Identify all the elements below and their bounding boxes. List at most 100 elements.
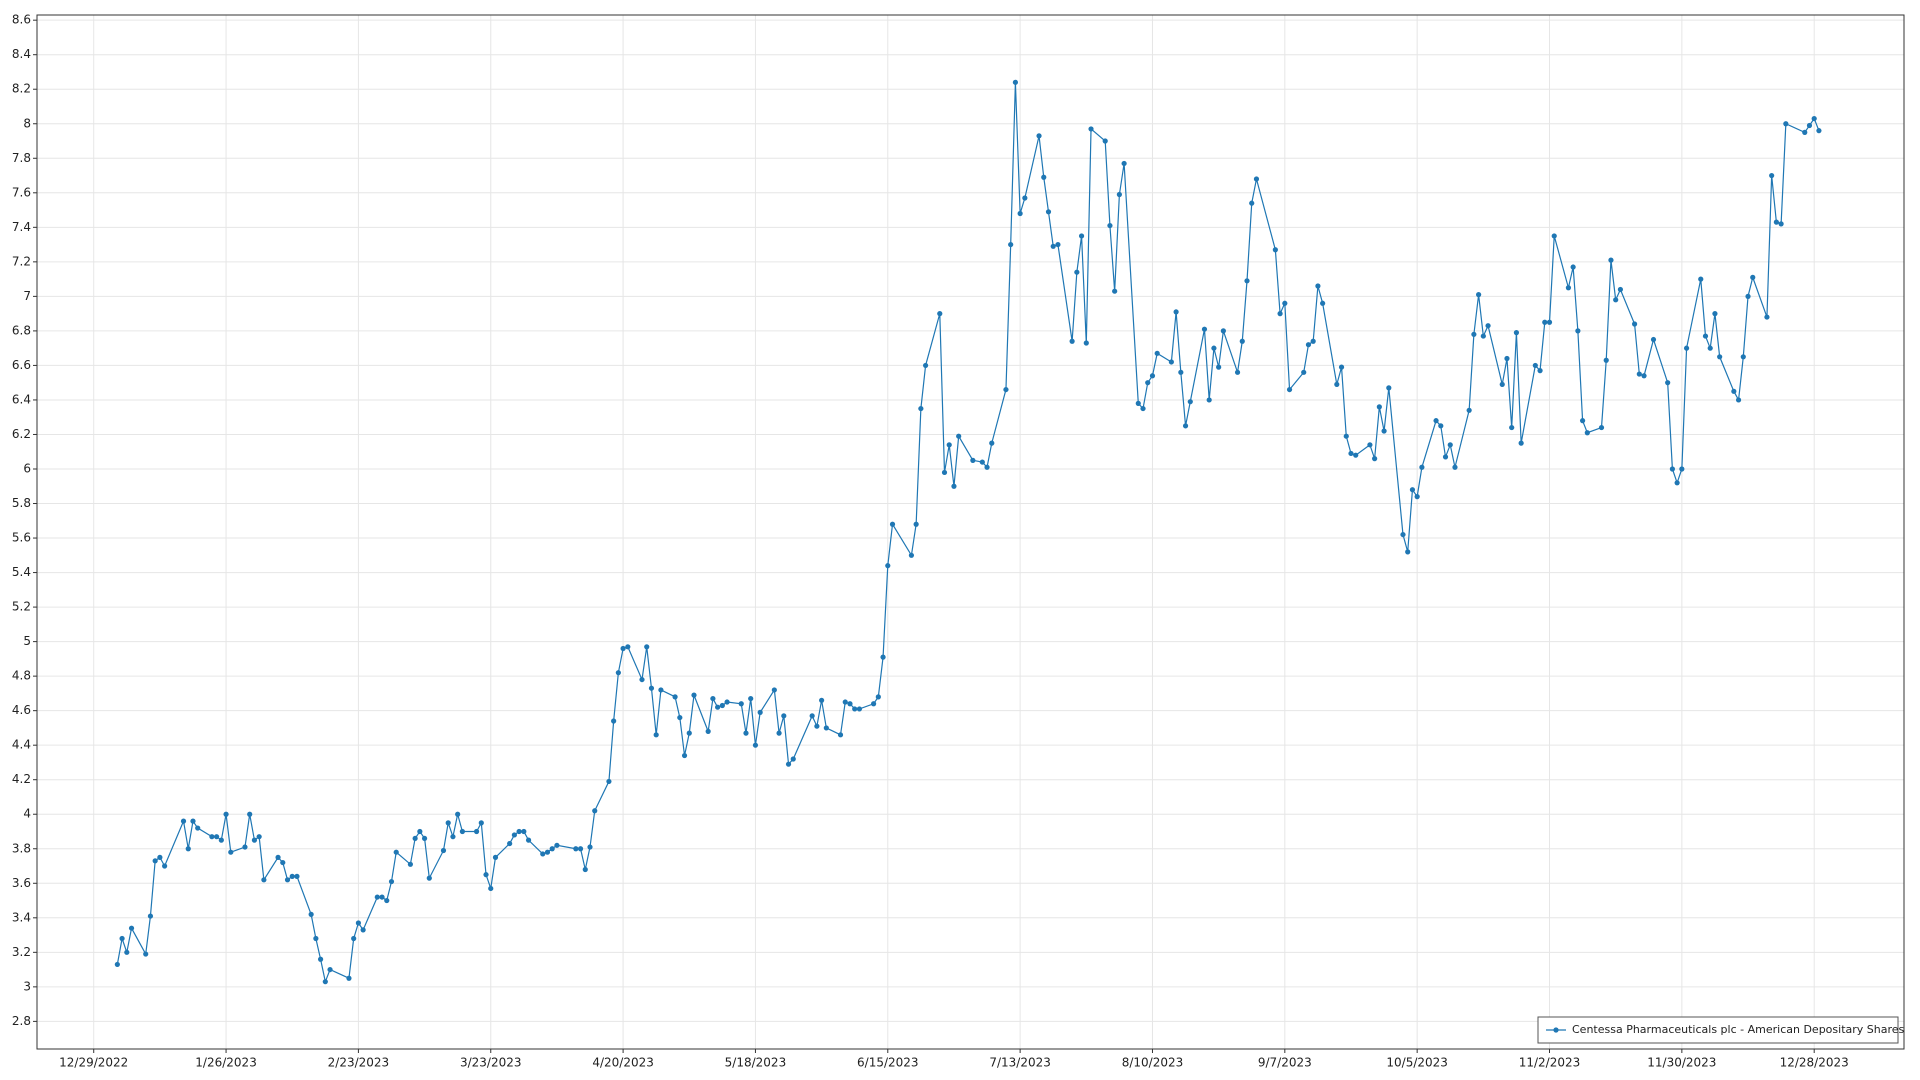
data-point xyxy=(785,761,792,767)
y-tick-label: 4.2 xyxy=(12,772,31,786)
y-tick-label: 3.8 xyxy=(12,841,31,855)
data-point xyxy=(946,442,952,448)
data-point xyxy=(483,872,489,878)
data-point xyxy=(1806,122,1813,129)
data-point xyxy=(1173,309,1179,315)
data-point xyxy=(190,818,196,824)
data-point xyxy=(677,714,683,721)
data-point xyxy=(379,894,385,900)
data-point xyxy=(1405,549,1411,555)
data-point xyxy=(577,846,584,852)
data-point xyxy=(209,834,215,840)
data-point xyxy=(681,752,688,759)
data-point xyxy=(1008,241,1014,248)
data-point xyxy=(1702,333,1709,339)
data-point xyxy=(842,699,848,705)
data-point xyxy=(875,694,881,700)
data-point xyxy=(1102,138,1108,144)
data-point xyxy=(1272,247,1278,253)
x-tick-label: 3/23/2023 xyxy=(460,1056,522,1070)
x-tick-label: 1/26/2023 xyxy=(195,1056,257,1070)
data-point xyxy=(743,730,749,736)
data-point xyxy=(1504,355,1510,362)
data-point xyxy=(1041,174,1047,180)
data-point xyxy=(611,718,617,724)
data-point xyxy=(426,875,432,881)
data-point xyxy=(715,704,721,710)
data-point xyxy=(242,844,248,850)
data-point xyxy=(1636,371,1642,377)
data-point xyxy=(1282,300,1288,306)
data-point xyxy=(1452,464,1458,470)
data-point xyxy=(956,433,962,439)
data-point xyxy=(507,840,513,847)
data-point xyxy=(157,854,163,860)
data-point xyxy=(1286,386,1293,393)
data-point xyxy=(724,699,730,705)
data-point xyxy=(327,966,333,973)
data-point xyxy=(1116,191,1122,198)
data-point xyxy=(984,464,990,470)
data-point xyxy=(308,911,314,917)
y-tick-label: 5.6 xyxy=(12,531,31,545)
data-point xyxy=(275,854,281,860)
data-point xyxy=(492,854,499,860)
y-tick-label: 2.8 xyxy=(12,1014,31,1028)
data-point xyxy=(223,811,229,817)
x-tick-label: 4/20/2023 xyxy=(592,1056,654,1070)
data-point xyxy=(1518,440,1524,446)
data-point xyxy=(1135,400,1141,406)
data-point xyxy=(1216,364,1222,370)
data-point xyxy=(388,878,395,885)
y-tick-label: 4 xyxy=(23,807,31,821)
data-point xyxy=(1707,345,1713,351)
data-point xyxy=(1750,274,1756,280)
data-point xyxy=(951,483,957,489)
data-point xyxy=(180,818,187,824)
data-point xyxy=(1665,380,1671,386)
x-tick-label: 10/5/2023 xyxy=(1386,1056,1448,1070)
data-point xyxy=(294,873,300,879)
legend-marker xyxy=(1553,1027,1559,1033)
data-point xyxy=(889,521,896,527)
data-point xyxy=(1074,269,1080,275)
data-point xyxy=(1343,433,1349,439)
data-point xyxy=(1201,326,1208,332)
data-point xyxy=(261,877,267,883)
data-point xyxy=(705,728,711,734)
data-point xyxy=(1773,219,1779,225)
data-point xyxy=(289,873,295,879)
data-point xyxy=(1745,293,1751,299)
data-point xyxy=(1802,129,1808,135)
data-point xyxy=(1717,354,1723,360)
data-point xyxy=(1769,172,1775,179)
y-tick-label: 5 xyxy=(23,634,31,648)
data-point xyxy=(124,949,130,955)
data-point xyxy=(1575,328,1581,334)
data-point xyxy=(989,440,995,446)
data-point xyxy=(1055,241,1061,248)
y-tick-label: 8.4 xyxy=(12,47,31,61)
data-point xyxy=(752,742,759,748)
data-point xyxy=(1367,442,1373,448)
data-point xyxy=(525,837,532,843)
y-tick-label: 3.6 xyxy=(12,876,31,890)
data-point xyxy=(1187,399,1193,405)
data-point xyxy=(1433,418,1439,424)
data-point xyxy=(1182,423,1189,429)
data-point xyxy=(1220,328,1226,334)
data-point xyxy=(1178,369,1184,375)
y-tick-label: 3.4 xyxy=(12,910,31,924)
data-point xyxy=(393,849,399,855)
data-point xyxy=(1735,397,1742,403)
y-tick-label: 5.8 xyxy=(12,496,31,510)
data-point xyxy=(1320,300,1326,306)
data-point xyxy=(346,975,352,981)
data-point xyxy=(1206,397,1212,403)
data-point xyxy=(1674,480,1680,486)
data-point xyxy=(880,654,886,660)
data-point xyxy=(1546,319,1553,325)
data-point xyxy=(488,885,494,892)
data-point xyxy=(521,828,527,835)
x-tick-label: 8/10/2023 xyxy=(1122,1056,1184,1070)
